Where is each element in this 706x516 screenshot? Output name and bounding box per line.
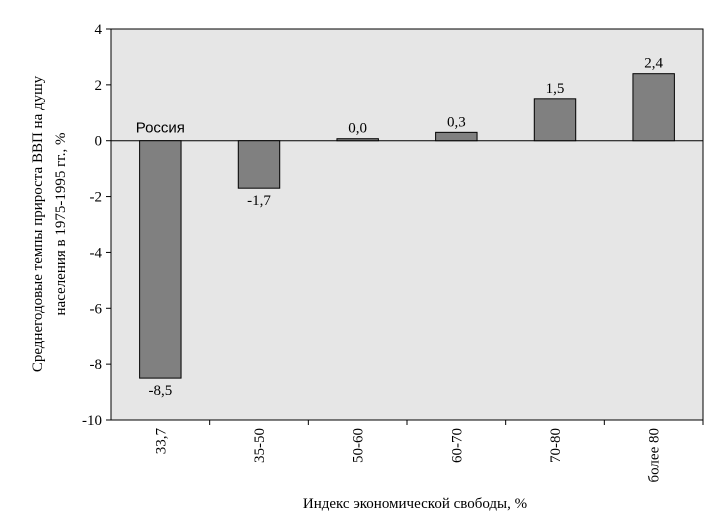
y-tick-label: 2 [95, 78, 103, 94]
bar [533, 98, 577, 142]
y-tick-label: -4 [90, 245, 103, 261]
bar [632, 73, 675, 142]
x-category-label: 60-70 [449, 428, 465, 463]
bar-data-label: 2,4 [644, 56, 663, 72]
bar [139, 140, 182, 379]
x-axis-title: Индекс экономической свободы, % [303, 496, 527, 512]
bar [237, 140, 281, 189]
x-category-label: 35-50 [252, 428, 268, 463]
x-category-label: более 80 [647, 428, 663, 483]
annotation-russia: Россия [136, 120, 185, 137]
bar [336, 138, 379, 142]
bar-data-label: -1,7 [247, 193, 271, 209]
y-tick-label: 4 [95, 22, 103, 38]
plot-area [110, 28, 704, 421]
bar-data-label: -8,5 [148, 383, 172, 399]
y-tick-label: -8 [90, 357, 103, 373]
y-tick-label: -6 [90, 301, 103, 317]
bar-data-label: 0,3 [447, 114, 466, 130]
bar-data-label: 0,0 [348, 121, 367, 137]
bar-data-label: 1,5 [546, 81, 565, 97]
y-tick-label: -10 [82, 413, 102, 429]
y-axis-title-line-1: Среднегодовые темпы прироста ВВП на душу [30, 75, 46, 372]
y-axis-title: Среднегодовые темпы прироста ВВП на душу… [30, 75, 69, 372]
y-tick-label: 0 [95, 134, 103, 150]
bar [435, 131, 478, 142]
x-category-label: 70-80 [548, 428, 564, 463]
x-category-label: 33,7 [153, 428, 169, 455]
y-axis-title-line-2: населения в 1975-1995 гг., % [53, 133, 69, 316]
y-tick-label: -2 [90, 190, 103, 206]
x-category-label: 50-60 [351, 428, 367, 463]
